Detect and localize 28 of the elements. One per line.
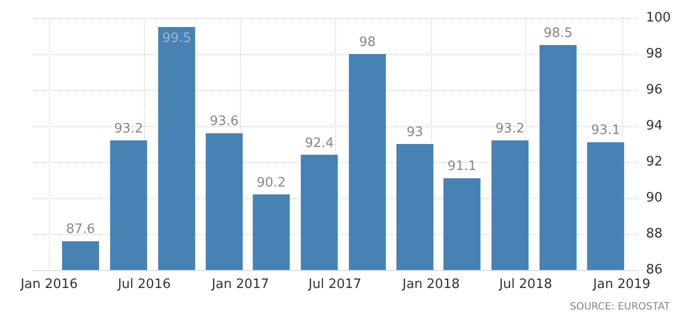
data-label: 93.1: [591, 123, 620, 138]
x-tick-label: Jan 2019: [592, 277, 650, 292]
x-tick-label: Jul 2018: [498, 277, 552, 292]
y-tick-label: 96: [646, 82, 663, 98]
y-tick-label: 98: [646, 46, 663, 62]
data-label: 93.2: [496, 121, 524, 136]
y-tick-label: 94: [646, 118, 663, 134]
x-tick-label: Jan 2018: [401, 277, 460, 292]
y-tick-label: 86: [646, 262, 663, 278]
data-label: 90.2: [256, 175, 286, 190]
x-tick-label: Jan 2016: [20, 277, 78, 292]
source-note: SOURCE: EUROSTAT: [570, 302, 671, 312]
data-label: 91.1: [447, 159, 476, 174]
y-tick-label: 90: [646, 190, 663, 206]
data-label: 93: [406, 125, 424, 140]
x-tick-label: Jul 2017: [308, 277, 362, 292]
data-label: 87.6: [66, 222, 96, 238]
data-label: 99.5: [162, 31, 192, 46]
x-tick-label: Jul 2016: [116, 277, 171, 292]
data-label: 93.2: [114, 121, 144, 136]
x-tick-label: Jan 2017: [210, 277, 270, 292]
data-label: 98.5: [544, 26, 573, 41]
y-tick-label: 100: [646, 10, 671, 26]
data-label: 98: [359, 35, 376, 50]
y-tick-label: 92: [646, 154, 663, 170]
data-label: 92.4: [304, 136, 334, 151]
y-tick-label: 88: [646, 226, 663, 242]
data-label: 93.6: [210, 114, 239, 130]
